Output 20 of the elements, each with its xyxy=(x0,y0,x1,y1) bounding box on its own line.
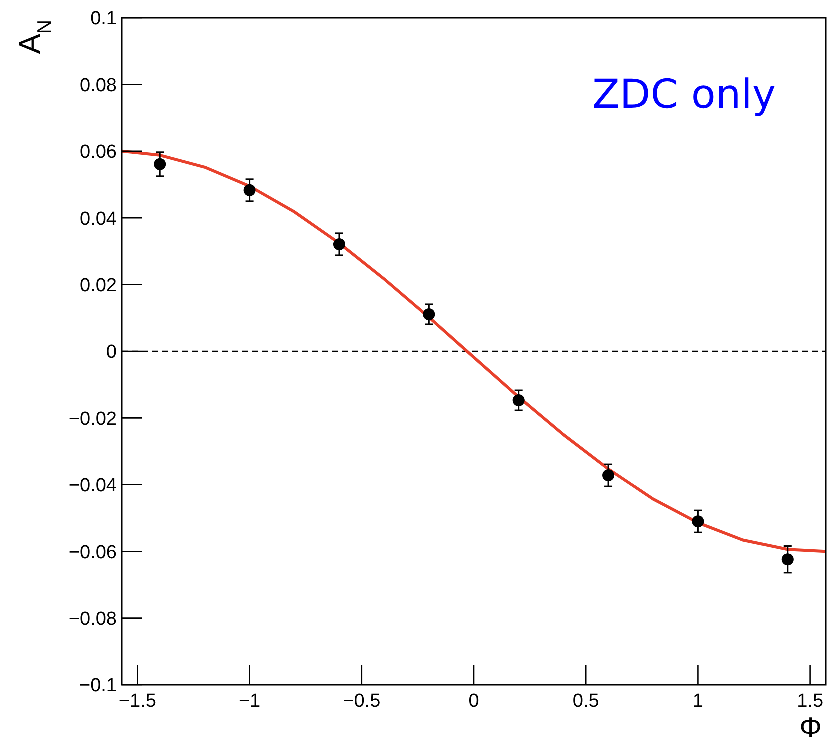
annotation: ZDC only xyxy=(592,72,776,118)
x-tick-label: 0 xyxy=(468,691,480,712)
x-tick-label: 1 xyxy=(692,691,704,712)
y-tick-label: −0.02 xyxy=(68,408,117,430)
y-tick-label: −0.08 xyxy=(68,608,117,630)
y-tick-label: −0.06 xyxy=(68,542,117,564)
y-tick-label: 0 xyxy=(106,342,117,364)
x-tick-label: 1.5 xyxy=(797,691,824,712)
y-tick-label: 0.02 xyxy=(80,275,117,296)
y-tick-label: 0.08 xyxy=(80,75,117,96)
x-tick-label: −0.5 xyxy=(343,691,381,712)
y-tick-label: 0.04 xyxy=(80,208,118,230)
y-tick-label: 0.1 xyxy=(90,8,117,30)
y-tick-label: −0.04 xyxy=(68,476,118,497)
y-tick-label: −0.1 xyxy=(79,676,117,697)
x-tick-label: −1 xyxy=(238,691,261,712)
x-axis-title: Φ xyxy=(800,712,822,743)
x-tick-label: −1.5 xyxy=(118,691,156,712)
y-tick-label: 0.06 xyxy=(80,142,117,164)
x-tick-label: 0.5 xyxy=(572,691,600,712)
